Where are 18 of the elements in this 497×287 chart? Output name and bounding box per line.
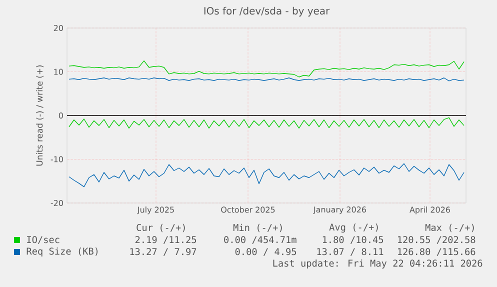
text: Avg (-/+) <box>329 223 378 233</box>
text: Cur (-/+) <box>136 224 185 232</box>
text: 2.19 /11.25 <box>135 236 196 244</box>
text: 126.80 /115.66 <box>398 248 476 256</box>
chart-title: IOs for /dev/sda - by year <box>204 6 330 17</box>
text: Min (-/+) <box>233 224 282 232</box>
line-series <box>68 117 464 129</box>
text: 0.00 / 4.95 <box>235 248 296 256</box>
text: 0.00 /454.71m <box>224 236 296 244</box>
legend-label: IO/sec <box>27 236 60 244</box>
legend-label: Req Size (KB) <box>26 247 98 257</box>
text: Max (-/+) <box>425 224 474 232</box>
text: 13.27 / 7.97 <box>130 248 196 256</box>
text: 120.55 /202.58 <box>398 236 476 244</box>
text: Last update: Fri May 22 04:26:11 2026 <box>273 259 482 269</box>
text: 1.80 /10.45 <box>322 236 384 244</box>
y-axis-title: Units read (-) / write (+) <box>36 65 44 166</box>
text: 13.07 / 8.11 <box>317 248 384 256</box>
